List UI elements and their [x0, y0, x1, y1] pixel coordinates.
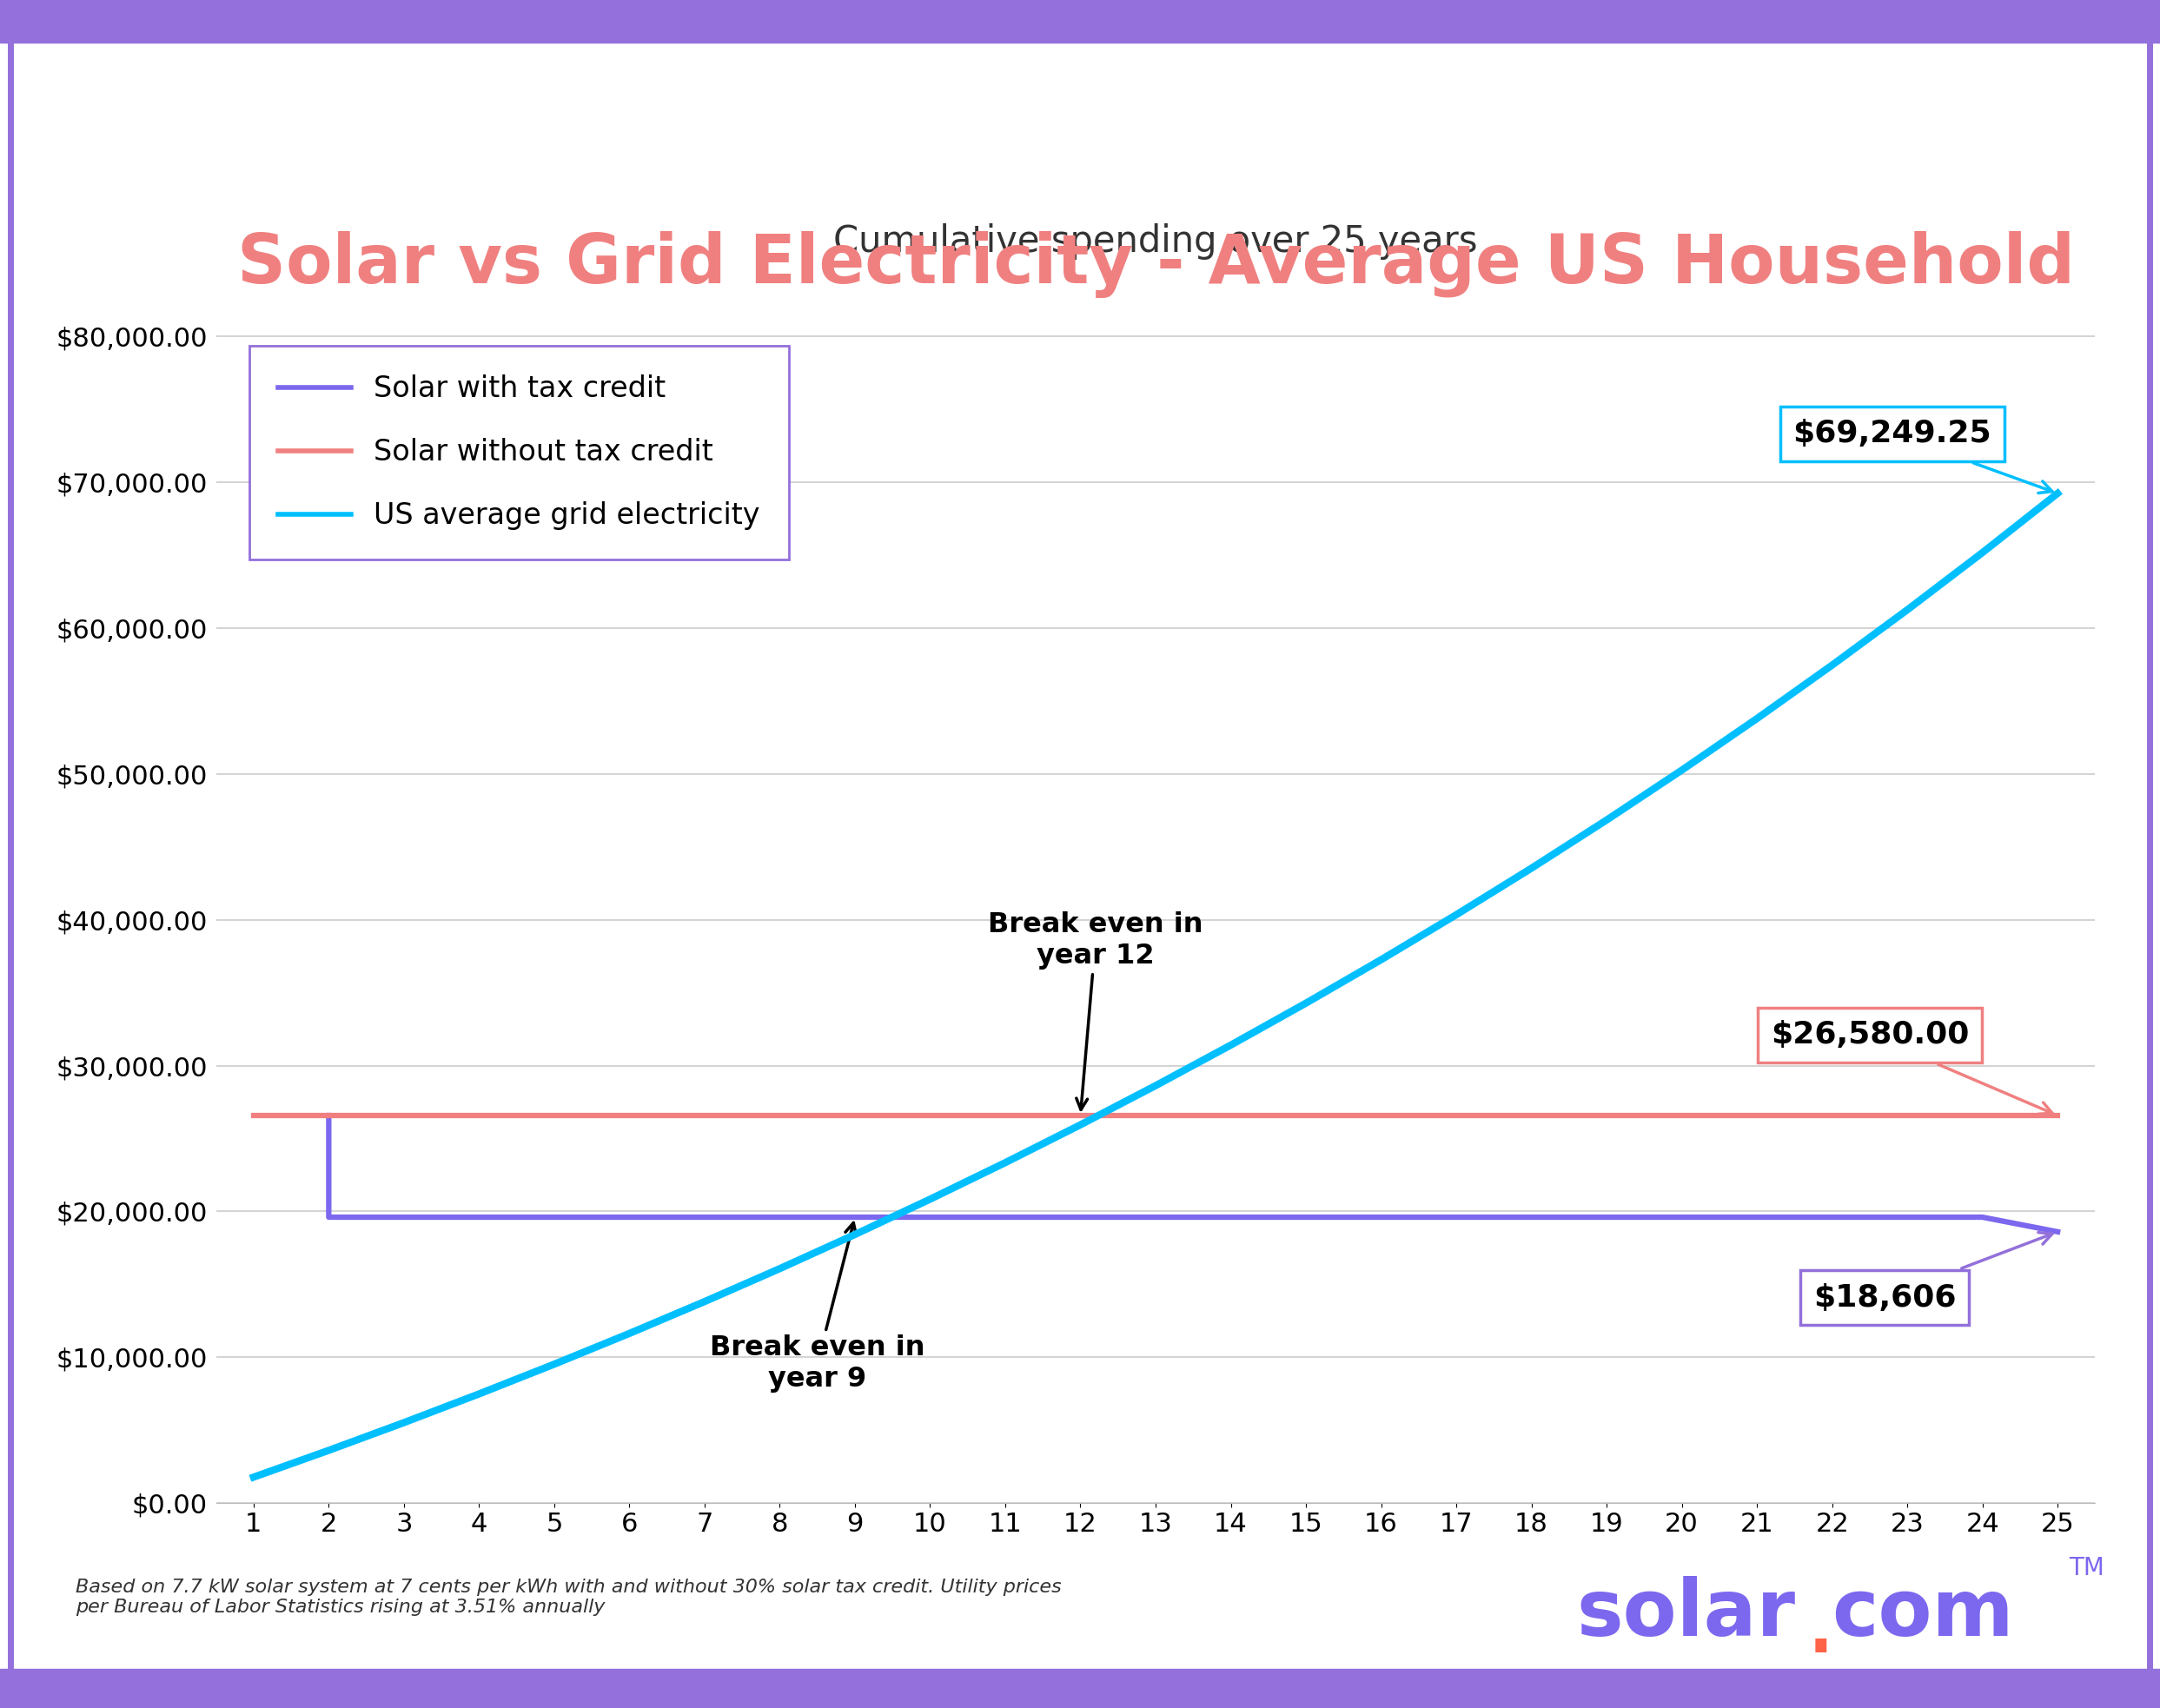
Text: TM: TM: [2069, 1556, 2104, 1580]
Text: $26,580.00: $26,580.00: [1771, 1020, 2052, 1114]
Text: $18,606: $18,606: [1812, 1233, 2052, 1312]
Legend: Solar with tax credit, Solar without tax credit, US average grid electricity: Solar with tax credit, Solar without tax…: [248, 345, 788, 559]
Text: Break even in
year 12: Break even in year 12: [987, 912, 1203, 1110]
Text: Cumulative spending over 25 years: Cumulative spending over 25 years: [834, 224, 1477, 260]
Title: Solar vs Grid Electricity - Average US Household: Solar vs Grid Electricity - Average US H…: [238, 231, 2074, 299]
Text: $69,249.25: $69,249.25: [1793, 418, 2052, 494]
Text: .: .: [1804, 1570, 1838, 1676]
Text: solar: solar: [1577, 1576, 1795, 1652]
Text: com: com: [1832, 1576, 2013, 1652]
Text: Break even in
year 9: Break even in year 9: [711, 1223, 924, 1392]
Text: Based on 7.7 kW solar system at 7 cents per kWh with and without 30% solar tax c: Based on 7.7 kW solar system at 7 cents …: [76, 1578, 1061, 1616]
